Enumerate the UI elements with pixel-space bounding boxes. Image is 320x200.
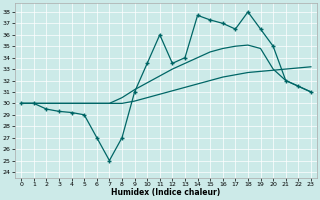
X-axis label: Humidex (Indice chaleur): Humidex (Indice chaleur): [111, 188, 221, 197]
